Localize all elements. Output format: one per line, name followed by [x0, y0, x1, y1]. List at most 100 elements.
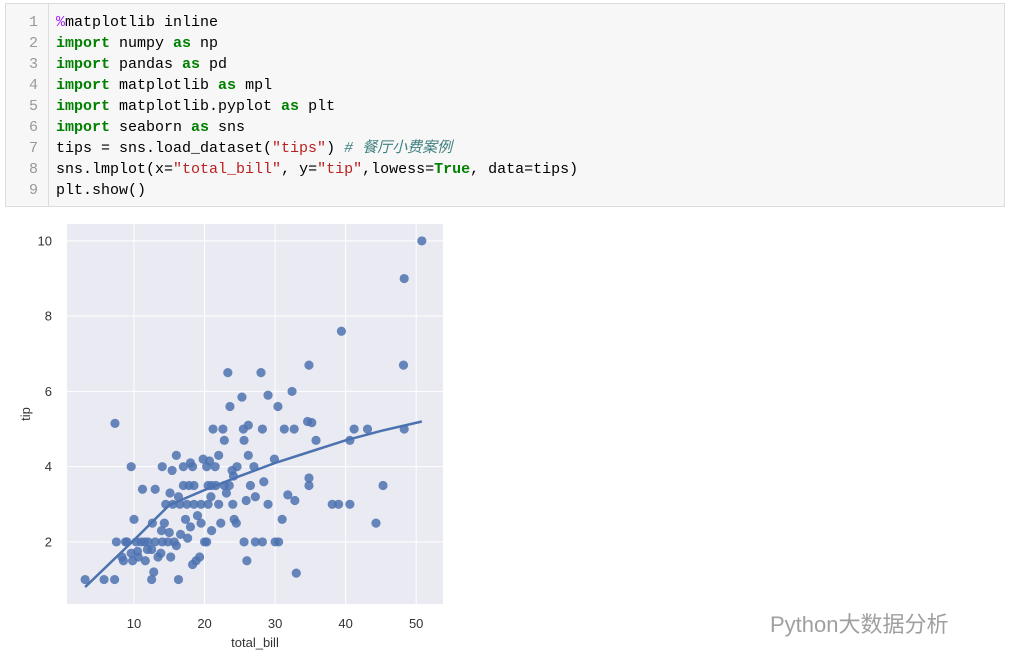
point — [277, 514, 287, 524]
point — [259, 477, 269, 487]
code-token: "tip" — [317, 161, 363, 178]
point — [245, 480, 256, 491]
point — [180, 514, 191, 524]
code-token: sns.lmplot(x= — [56, 161, 174, 178]
point — [273, 401, 283, 412]
code-token: # 餐厅小费案例 — [344, 140, 453, 157]
point — [126, 462, 136, 472]
point — [182, 499, 192, 509]
point — [185, 458, 196, 468]
point — [165, 488, 175, 498]
point — [304, 360, 314, 370]
code-token: matplotlib inline — [65, 14, 219, 31]
point — [263, 390, 273, 400]
point — [196, 499, 206, 509]
code-cell[interactable]: 1 2 3 4 5 6 7 8 9 %matplotlib inline import numpy … — [5, 3, 1005, 207]
point — [216, 518, 226, 528]
point — [120, 537, 131, 547]
point — [192, 510, 203, 521]
point — [218, 424, 228, 434]
lowess-line — [84, 420, 423, 588]
point — [289, 424, 299, 434]
line-number: 4 — [28, 77, 38, 94]
point — [219, 435, 229, 445]
code-token: as — [182, 56, 201, 73]
point — [283, 490, 293, 500]
point — [167, 465, 177, 476]
line-number: 8 — [28, 161, 38, 178]
point — [291, 568, 301, 578]
point — [175, 529, 186, 539]
point — [417, 236, 427, 246]
point — [274, 537, 284, 547]
point — [214, 450, 224, 460]
y-tick-label: 4 — [45, 459, 52, 474]
point — [143, 537, 153, 547]
code-token: plt.show() — [56, 182, 147, 199]
gutter: 1 2 3 4 5 6 7 8 9 — [6, 4, 49, 206]
x-tick-label: 10 — [127, 616, 141, 631]
code-token: as — [191, 119, 210, 136]
code-token: pandas — [110, 56, 183, 73]
point — [171, 450, 181, 460]
line-number: 7 — [28, 140, 38, 157]
point — [137, 484, 148, 494]
point — [111, 537, 121, 547]
point — [257, 424, 268, 434]
plot-area — [67, 224, 443, 604]
point — [228, 499, 238, 509]
y-axis-label: tip — [18, 407, 33, 421]
point — [231, 518, 241, 528]
point — [142, 544, 153, 555]
code-token: import — [56, 119, 111, 136]
code-token: "tips" — [272, 140, 327, 157]
point — [378, 480, 388, 491]
point — [99, 574, 109, 585]
point — [257, 537, 268, 547]
point — [208, 424, 218, 434]
point — [150, 537, 160, 547]
point — [189, 480, 199, 491]
point — [304, 480, 314, 491]
point — [237, 392, 247, 402]
code-line: import pandas as pd — [56, 54, 227, 75]
code-token: tips = sns.load_dataset( — [56, 140, 273, 157]
point — [80, 574, 90, 585]
x-tick-label: 20 — [197, 616, 211, 631]
point — [241, 495, 251, 506]
point — [147, 574, 157, 585]
point — [263, 499, 273, 509]
point — [242, 556, 252, 566]
code-token: ,lowess= — [362, 161, 435, 178]
code-token: sns — [209, 119, 246, 136]
y-tick-label: 2 — [45, 534, 52, 549]
code-line: import numpy as np — [56, 33, 218, 54]
code-line: import matplotlib.pyplot as plt — [56, 96, 335, 117]
point — [178, 462, 188, 472]
point — [173, 574, 184, 585]
point — [224, 480, 234, 491]
code-token: as — [281, 98, 300, 115]
point — [156, 526, 167, 536]
code-token: as — [173, 35, 192, 52]
code-line: plt.show() — [56, 180, 146, 201]
point — [238, 424, 248, 434]
point — [140, 556, 150, 566]
x-tick-label: 30 — [268, 616, 282, 631]
code-line: sns.lmplot(x="total_bill", y="tip",lowes… — [56, 159, 578, 180]
line-number: 6 — [28, 119, 38, 136]
point — [279, 424, 289, 434]
point — [250, 492, 260, 502]
point — [110, 418, 120, 429]
code-line: import matplotlib as mpl — [56, 75, 272, 96]
point — [129, 514, 139, 524]
y-tick-label: 10 — [38, 233, 52, 248]
point — [290, 495, 300, 506]
code-token: as — [218, 77, 237, 94]
point — [110, 574, 120, 585]
point — [221, 488, 232, 498]
x-tick-label: 50 — [409, 616, 423, 631]
point — [159, 518, 169, 528]
